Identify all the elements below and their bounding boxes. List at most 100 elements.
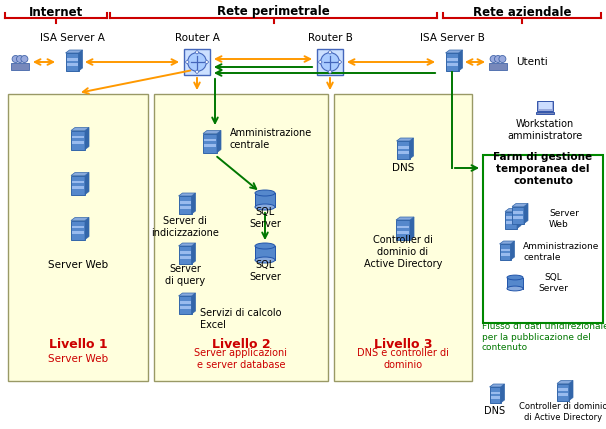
Bar [558,393,568,396]
Polygon shape [569,381,573,401]
Bar [447,63,458,66]
Bar [490,396,499,399]
Bar [179,296,191,314]
Ellipse shape [188,53,207,71]
Ellipse shape [321,53,339,71]
Text: Livello 2: Livello 2 [211,338,270,351]
Bar [179,196,191,214]
Polygon shape [179,243,196,246]
Bar [255,246,275,260]
Text: Server
di query: Server di query [165,264,205,286]
Bar [501,248,510,251]
Polygon shape [510,241,514,260]
Bar [71,175,85,194]
Polygon shape [328,70,332,74]
Bar [65,53,79,71]
Polygon shape [445,50,462,53]
Polygon shape [179,293,196,296]
Ellipse shape [255,190,275,196]
Text: Farm di gestione
temporanea del
contenuto: Farm di gestione temporanea del contenut… [493,152,593,186]
Bar [179,256,190,259]
Bar [490,392,499,394]
Bar [179,201,190,204]
Text: SQL
Server: SQL Server [249,207,281,229]
Bar [483,155,603,323]
Text: Server di
indicizzazione: Server di indicizzazione [151,216,219,238]
Bar [396,220,410,240]
Ellipse shape [21,55,28,63]
Polygon shape [79,50,82,71]
Ellipse shape [255,257,275,263]
Text: ISA Server A: ISA Server A [39,33,104,43]
Bar [317,49,343,75]
Bar [72,181,84,184]
Polygon shape [195,70,199,74]
Ellipse shape [499,55,506,63]
Ellipse shape [490,55,497,63]
Bar [558,388,568,391]
Polygon shape [410,217,414,240]
Ellipse shape [494,55,502,63]
Polygon shape [205,60,208,64]
Ellipse shape [507,275,523,280]
Bar [179,251,190,254]
Text: SQL
Server: SQL Server [249,260,281,282]
Text: Rete perimetrale: Rete perimetrale [217,6,330,18]
Text: Server applicazioni
e server database: Server applicazioni e server database [195,348,287,370]
Text: DNS: DNS [484,406,505,416]
Polygon shape [396,217,414,220]
Polygon shape [71,172,89,175]
Bar [513,216,523,219]
Bar [154,94,328,381]
Bar [71,221,85,239]
Text: Workstation
amministratore: Workstation amministratore [507,119,582,141]
Polygon shape [179,193,196,196]
Bar [11,63,29,70]
Bar [539,102,551,109]
Polygon shape [410,138,413,159]
Bar [72,231,84,234]
Polygon shape [328,50,332,54]
Bar [557,384,569,401]
Polygon shape [501,384,505,403]
Bar [501,253,510,256]
Bar [396,141,410,159]
Polygon shape [505,208,521,211]
Ellipse shape [12,55,19,63]
Polygon shape [512,203,528,206]
Polygon shape [459,50,462,71]
Bar [67,58,78,60]
Bar [204,139,216,142]
Text: Servizi di calcolo
Excel: Servizi di calcolo Excel [200,308,282,330]
Bar [204,144,216,147]
Bar [447,58,458,60]
Polygon shape [191,193,196,214]
Text: Controller di
dominio di
Active Directory: Controller di dominio di Active Director… [364,236,442,269]
Bar [499,244,510,260]
Bar [184,49,210,75]
Bar [505,211,517,229]
Polygon shape [185,60,189,64]
Ellipse shape [16,55,24,63]
Polygon shape [191,293,196,314]
Polygon shape [396,138,413,141]
Bar [506,221,516,224]
Bar [513,211,523,214]
Polygon shape [490,384,505,387]
Polygon shape [338,60,342,64]
Text: Server
Web: Server Web [549,209,579,229]
Bar [72,136,84,139]
Text: Livello 1: Livello 1 [48,338,107,351]
Bar [72,226,84,228]
Polygon shape [195,50,199,54]
Text: Router A: Router A [175,33,219,43]
Text: Internet: Internet [29,6,83,18]
Text: DNS e controller di
dominio: DNS e controller di dominio [357,348,449,370]
Polygon shape [318,60,322,64]
Bar [71,130,85,149]
Bar [72,186,84,189]
Text: Server Web: Server Web [48,260,108,270]
Bar [179,246,191,264]
Text: Controller di dominio
di Active Directory: Controller di dominio di Active Director… [519,402,606,422]
Text: Rete aziendale: Rete aziendale [473,6,571,18]
